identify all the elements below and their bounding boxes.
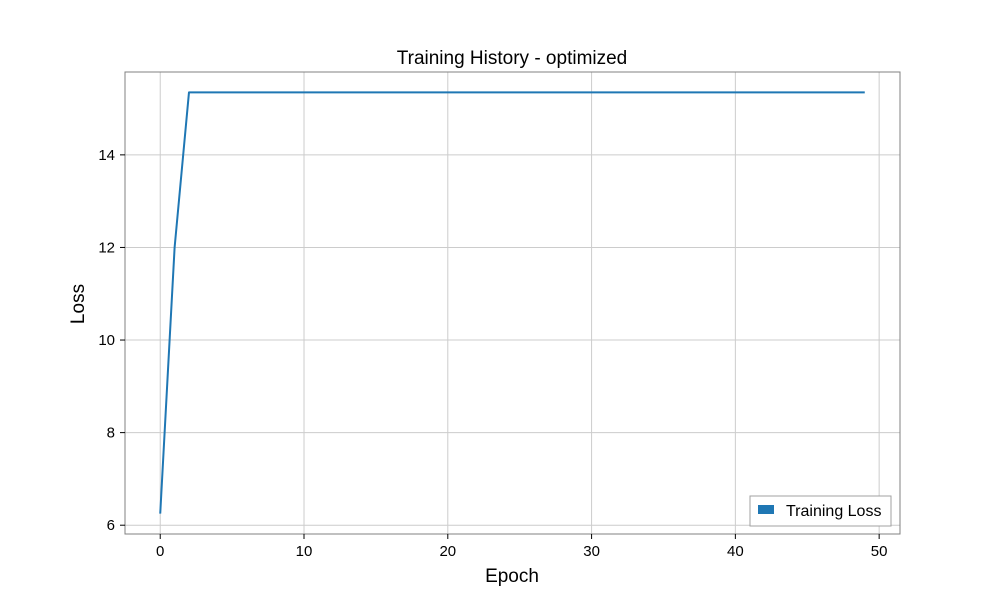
legend: Training Loss (749, 495, 892, 527)
series-lines (159, 91, 865, 514)
y-tick-label: 10 (98, 332, 115, 349)
series-line-training-loss (159, 91, 865, 514)
y-tick-label: 12 (98, 239, 115, 256)
y-axis-label: Loss (68, 284, 89, 324)
x-tick-label: 0 (156, 543, 164, 560)
y-tick-label: 14 (98, 147, 115, 164)
x-tick-label: 20 (439, 543, 456, 560)
axis-ticks: 0 10 20 30 40 50 6 8 10 12 14 (98, 147, 887, 560)
x-tick-label: 50 (871, 543, 888, 560)
x-tick-label: 40 (727, 543, 744, 560)
legend-swatch-training-loss (758, 505, 774, 514)
plot-area-frame (124, 71, 901, 535)
y-tick-label: 6 (107, 517, 115, 534)
x-tick-label: 10 (296, 543, 313, 560)
chart-title: Training History - optimized (397, 48, 628, 69)
x-axis-label: Epoch (485, 566, 539, 587)
y-tick-label: 8 (107, 425, 115, 442)
x-tick-label: 30 (583, 543, 600, 560)
legend-label-training-loss: Training Loss (786, 503, 881, 520)
